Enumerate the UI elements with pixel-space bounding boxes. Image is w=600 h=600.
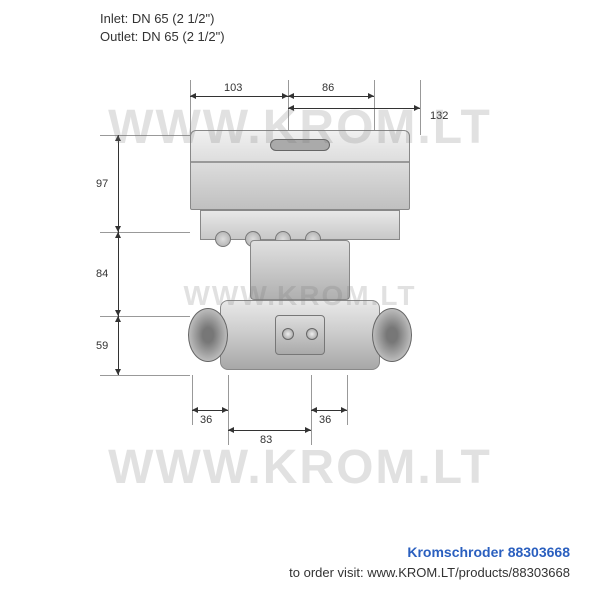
dim-132: 132: [430, 110, 448, 122]
screw-icon: [306, 328, 318, 340]
dim-84: 84: [96, 268, 108, 280]
dim-line: [192, 410, 228, 411]
dim-line: [118, 232, 119, 316]
dim-line: [311, 410, 347, 411]
inlet-value: DN 65 (2 1/2"): [132, 11, 215, 26]
brand-name: Kromschroder: [407, 544, 503, 560]
dim-86: 86: [322, 82, 334, 94]
dim-b83: 83: [260, 434, 272, 446]
ext-line: [100, 135, 190, 136]
device-illustration: [180, 130, 420, 390]
spec-block: Inlet: DN 65 (2 1/2") Outlet: DN 65 (2 1…: [100, 10, 225, 46]
actuator-ridge: [191, 161, 409, 163]
dim-b36r: 36: [319, 414, 331, 426]
part-number: 88303668: [508, 544, 570, 560]
mid-body: [250, 240, 350, 300]
order-prefix: to order visit:: [289, 565, 363, 580]
footer-brand-line: Kromschroder 88303668: [289, 542, 570, 563]
order-line: to order visit: www.KROM.LT/products/883…: [289, 563, 570, 583]
ext-line: [100, 232, 190, 233]
dim-line: [118, 316, 119, 375]
connector-strip: [200, 210, 400, 240]
outlet-label: Outlet:: [100, 29, 138, 44]
footer-block: Kromschroder 88303668 to order visit: ww…: [289, 542, 570, 583]
ext-line: [100, 375, 190, 376]
dim-97: 97: [96, 178, 108, 190]
dim-line: [190, 96, 288, 97]
order-url: www.KROM.LT/products/88303668: [367, 565, 570, 580]
screw-icon: [282, 328, 294, 340]
outlet-port: [372, 308, 412, 362]
dim-59: 59: [96, 340, 108, 352]
outlet-spec: Outlet: DN 65 (2 1/2"): [100, 28, 225, 46]
inlet-port: [188, 308, 228, 362]
actuator-housing: [190, 130, 410, 210]
ext-line: [190, 80, 191, 135]
dim-103: 103: [224, 82, 242, 94]
drawing-area: 103 86 132 97 84 59 36 83 36: [40, 50, 560, 480]
cable-gland-icon: [215, 231, 231, 247]
dim-line: [288, 96, 374, 97]
dim-b36l: 36: [200, 414, 212, 426]
dim-line: [288, 108, 420, 109]
actuator-slot: [270, 139, 330, 151]
ext-line: [100, 316, 190, 317]
inlet-label: Inlet:: [100, 11, 128, 26]
dim-line: [228, 430, 311, 431]
outlet-value: DN 65 (2 1/2"): [142, 29, 225, 44]
ext-line: [420, 80, 421, 135]
valve-center-boss: [275, 315, 325, 355]
inlet-spec: Inlet: DN 65 (2 1/2"): [100, 10, 225, 28]
dim-line: [118, 135, 119, 232]
